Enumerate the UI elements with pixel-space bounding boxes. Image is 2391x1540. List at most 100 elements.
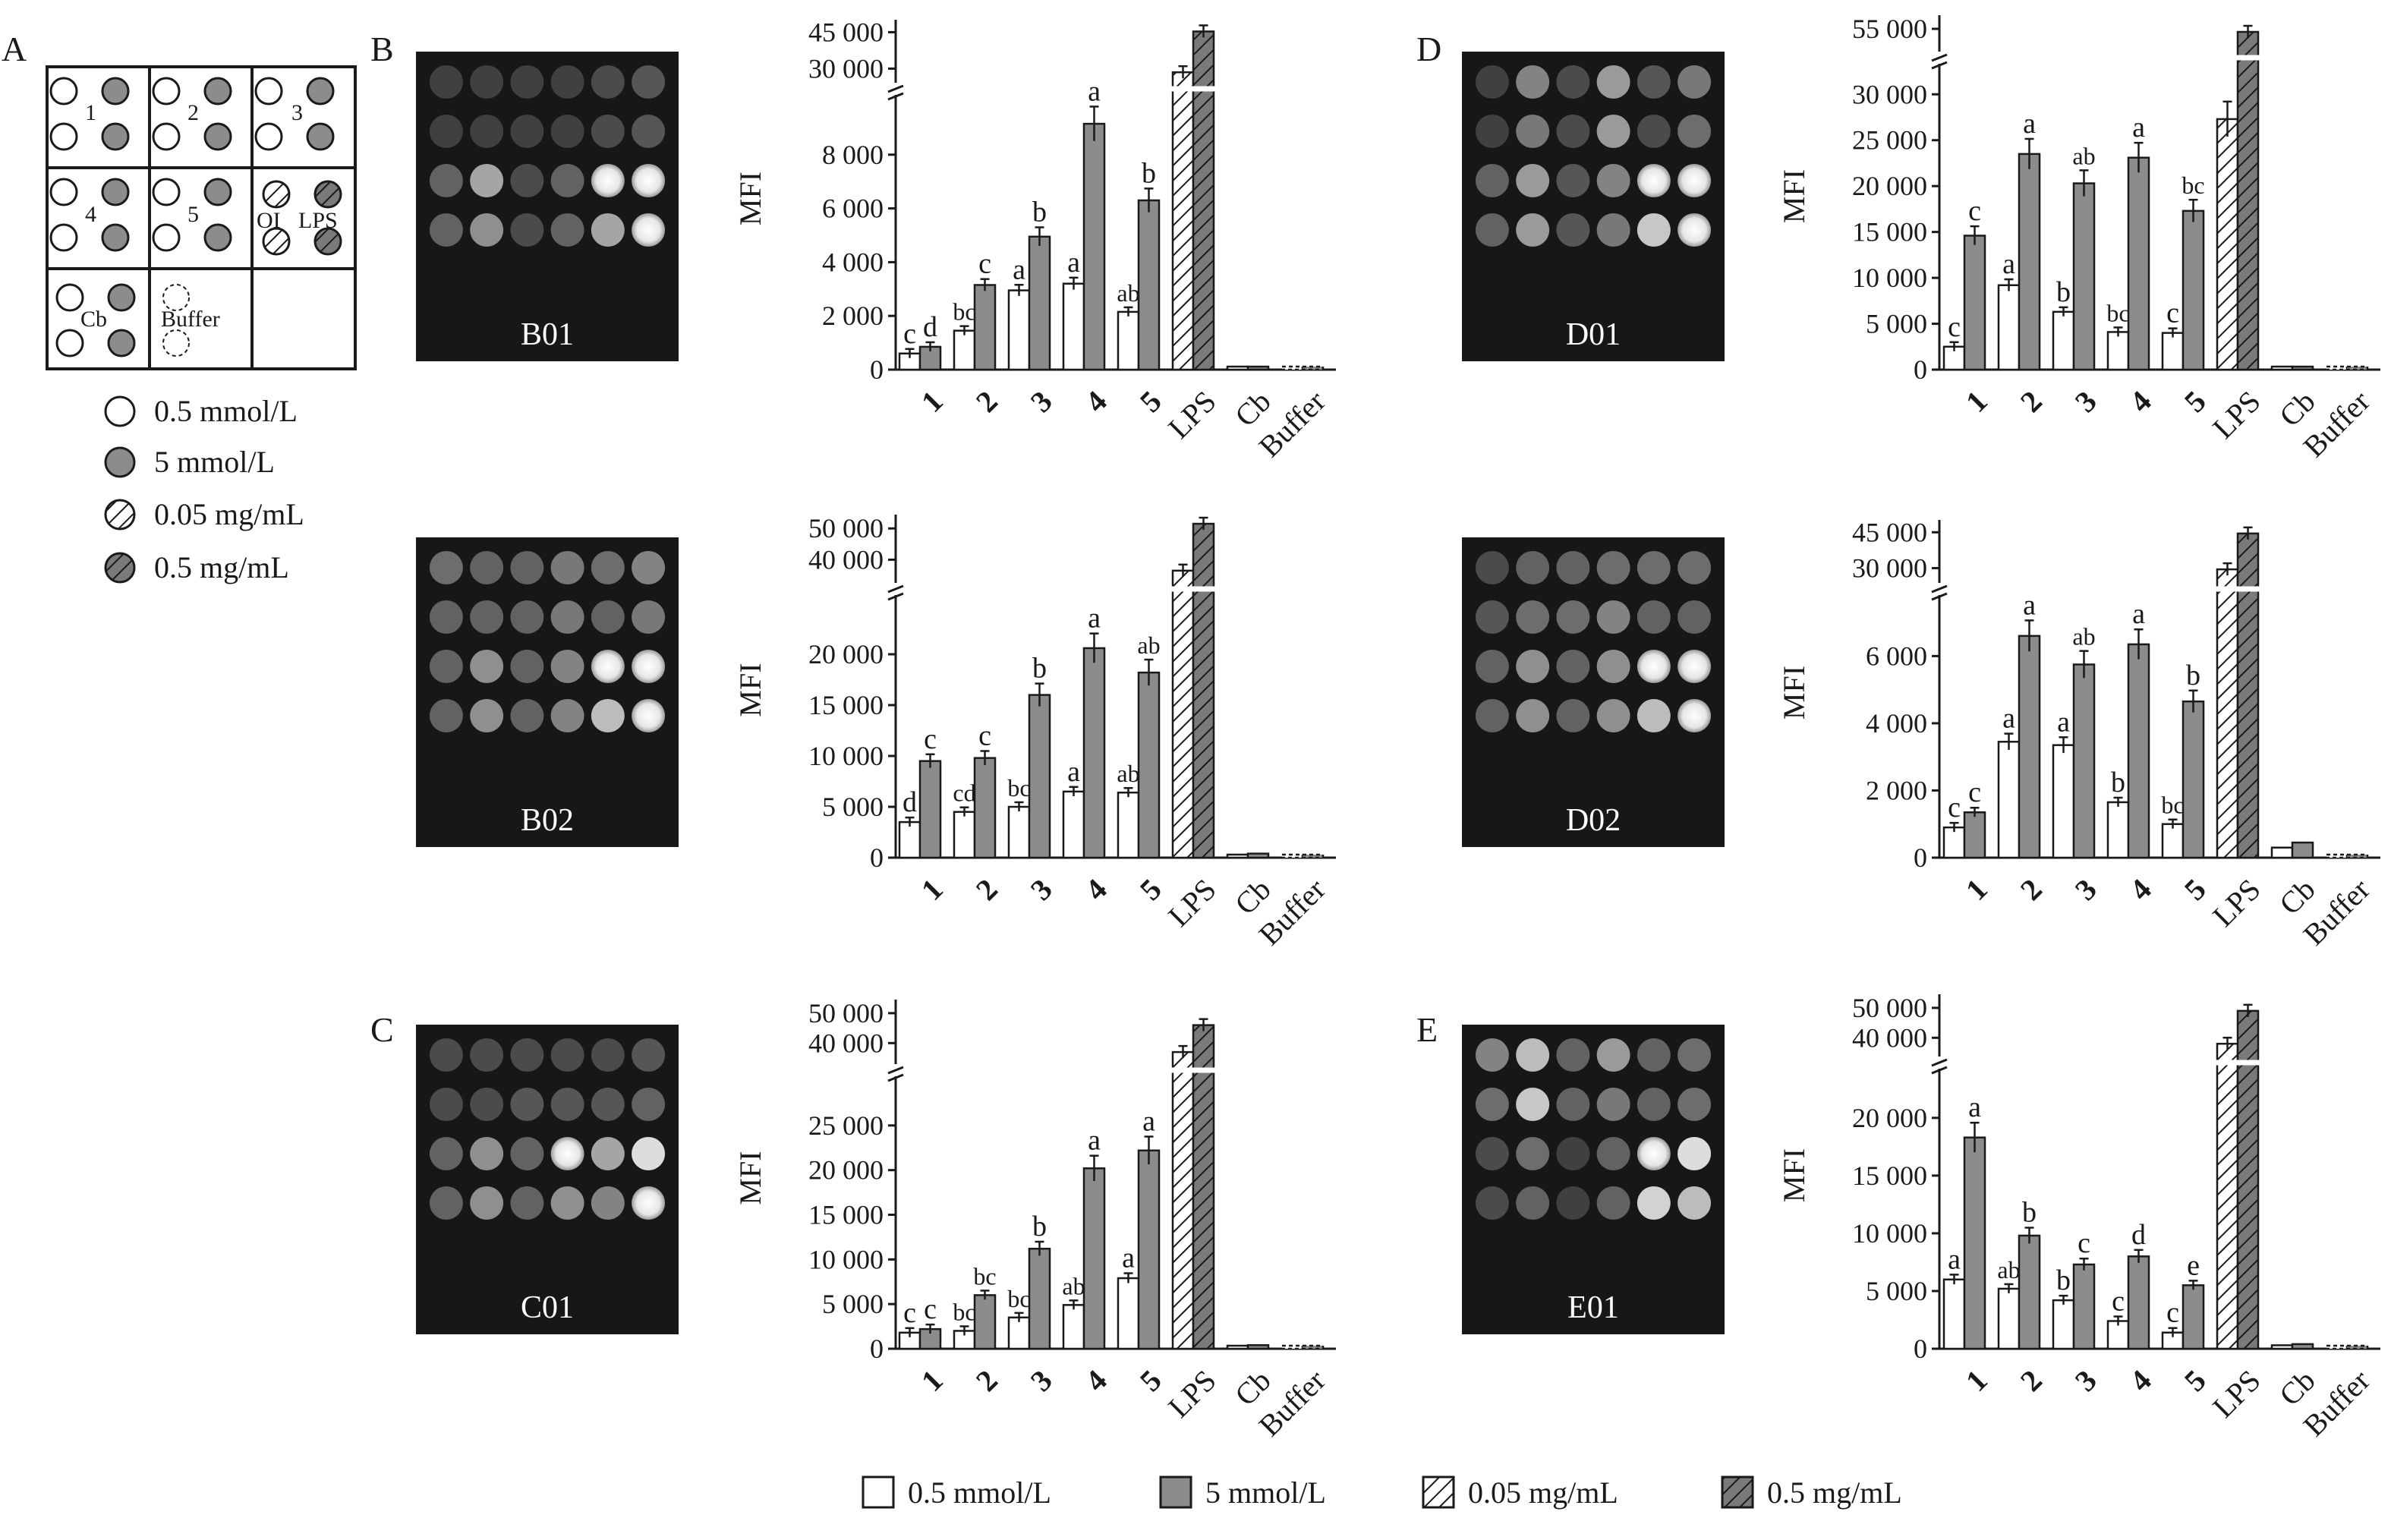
blot-spot — [1677, 1186, 1712, 1220]
significance-letter: bc — [953, 298, 975, 326]
y-tick-label: 30 000 — [1852, 79, 1927, 109]
bar-5-mmol-l — [973, 757, 997, 859]
bar-5-mmol-l — [2127, 1255, 2150, 1350]
panel-letter-e: E — [1416, 1010, 1438, 1049]
bar-0-5-mmol-l — [2161, 332, 2185, 371]
layout-well-cb-high — [107, 329, 136, 357]
layout-well-lps-high — [313, 180, 342, 209]
x-tick-label: 2 — [2014, 1363, 2049, 1398]
blot-spot — [591, 65, 625, 99]
y-axis-label: MFI — [733, 1151, 767, 1205]
significance-letter: b — [2186, 660, 2200, 691]
blot-image-c01: C01 — [416, 1025, 679, 1334]
blot-spot — [632, 213, 666, 247]
significance-letter: d — [923, 311, 937, 343]
bar-0-5-mmol-l — [1226, 853, 1249, 859]
blot-spot — [1637, 1137, 1671, 1170]
blot-spot — [1516, 650, 1550, 683]
blot-label: B01 — [521, 317, 574, 352]
x-tick-label: 2 — [969, 872, 1004, 907]
blot-spot — [1475, 650, 1509, 683]
blot-spot — [550, 600, 584, 634]
y-tick-label: 5 000 — [1866, 1276, 1927, 1306]
blot-spot — [591, 1088, 625, 1121]
blot-spot — [632, 650, 666, 683]
bar-5-mmol-l — [1246, 852, 1270, 859]
blot-spot — [1475, 1186, 1509, 1220]
blot-spot — [1637, 600, 1671, 634]
blot-spot — [1556, 1038, 1590, 1072]
blot-spot — [470, 650, 504, 683]
bar-5-mmol-l — [2345, 1344, 2369, 1350]
blot-spot — [550, 551, 584, 584]
bar-0-5-mmol-l — [2106, 331, 2130, 371]
blot-background — [416, 52, 679, 361]
significance-letter: b — [2056, 1264, 2071, 1296]
axis-break-mark — [887, 92, 904, 101]
blot-spot — [1637, 115, 1671, 148]
significance-letter: d — [903, 786, 917, 818]
blot-spot — [429, 65, 463, 99]
layout-well-low — [49, 178, 78, 206]
layout-well-cb-high — [107, 283, 136, 312]
bar-0-5-mmol-l — [1007, 1316, 1031, 1350]
significance-letter: b — [1142, 157, 1156, 189]
bar-0-5-mmol-l — [1281, 365, 1304, 371]
blot-spot — [429, 650, 463, 683]
significance-letter: c — [1948, 792, 1961, 824]
x-tick-label: 4 — [2123, 872, 2158, 907]
significance-letter: c — [1968, 195, 1981, 227]
blot-spot — [550, 650, 584, 683]
blot-spot — [1637, 164, 1671, 197]
y-tick-label: 30 000 — [808, 53, 884, 83]
layout-key: 0.5 mmol/L 5 mmol/L 0.05 mg/mL 0.5 mg/mL — [104, 394, 304, 584]
blot-spot — [470, 65, 504, 99]
significance-letter: c — [924, 1293, 937, 1325]
bar-0-5-mmol-l — [2270, 846, 2294, 859]
blot-spot — [1475, 699, 1509, 732]
y-tick-label: 40 000 — [808, 1028, 884, 1058]
significance-letter: a — [2057, 706, 2070, 738]
x-tick-label: 3 — [2068, 1363, 2103, 1398]
blot-image-d02: D02 — [1462, 537, 1725, 847]
blot-spot — [510, 551, 544, 584]
blot-spot — [1556, 1137, 1590, 1170]
x-tick-label: LPS — [2206, 872, 2267, 934]
blot-spot — [1677, 699, 1712, 732]
bar-5-mmol-l — [1137, 671, 1161, 859]
y-tick-label: 15 000 — [1852, 1161, 1927, 1191]
y-tick-label: 40 000 — [808, 544, 884, 575]
significance-letter: b — [2022, 1197, 2037, 1229]
significance-letter: bc — [1007, 774, 1030, 801]
y-tick-label: 20 000 — [808, 1155, 884, 1186]
blot-spot — [1596, 1038, 1630, 1072]
y-tick-label: 0 — [1914, 354, 1927, 385]
axis-break-mark — [1931, 592, 1948, 601]
blot-spot — [1637, 1038, 1671, 1072]
bar-5-mmol-l — [2018, 1234, 2041, 1350]
blot-spot — [1677, 1088, 1712, 1121]
blot-spot — [1596, 600, 1630, 634]
legend-label-low: 0.5 mmol/L — [908, 1475, 1051, 1510]
legend-label-lps-high: 0.5 mg/mL — [1767, 1475, 1902, 1510]
blot-spot — [591, 1038, 625, 1072]
blot-label: E01 — [1567, 1290, 1619, 1325]
y-tick-label: 50 000 — [1852, 993, 1927, 1023]
x-tick-label: LPS — [1161, 1363, 1223, 1425]
blot-spot — [429, 164, 463, 197]
blot-spot — [550, 699, 584, 732]
significance-letter: c — [903, 1297, 916, 1329]
axis-break-mark — [1931, 584, 1948, 594]
blot-image-e01: E01 — [1462, 1025, 1725, 1334]
blot-spot — [591, 213, 625, 247]
blot-spot — [632, 65, 666, 99]
bar-0-5-mmol-l — [898, 820, 921, 859]
blot-spot — [1475, 164, 1509, 197]
significance-letter: c — [1948, 311, 1961, 343]
layout-well-low — [152, 77, 181, 106]
layout-well-high — [306, 77, 335, 106]
bar-5-mmol-l — [918, 760, 942, 859]
